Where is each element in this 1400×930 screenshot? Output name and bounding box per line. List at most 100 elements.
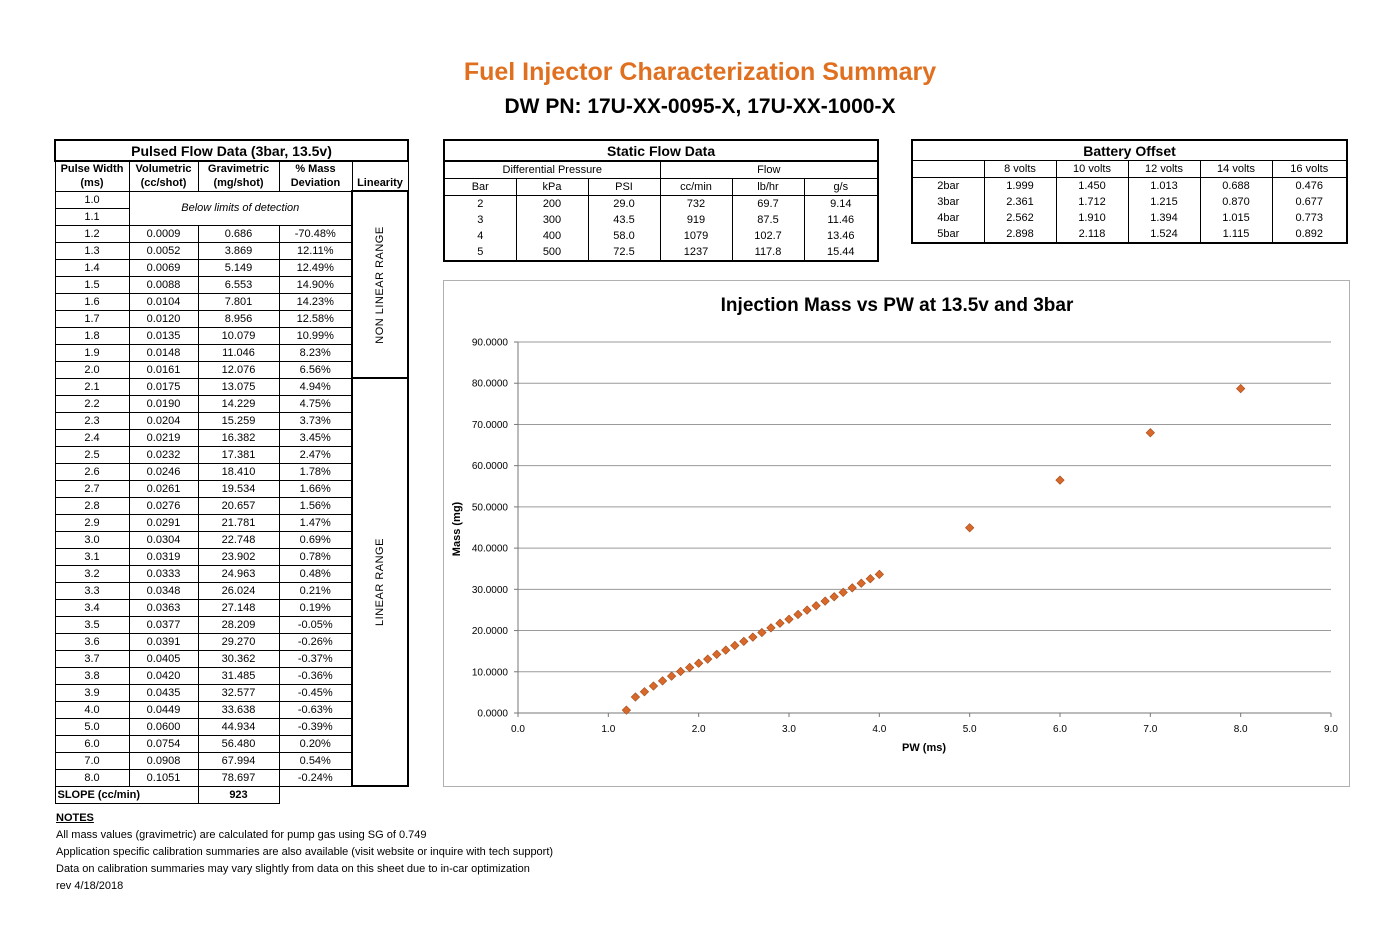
- empty-cell: [279, 786, 408, 803]
- col-header: 16 volts: [1271, 160, 1348, 178]
- volumetric-cell: 0.0319: [128, 547, 199, 566]
- table-cell: 11.46: [803, 212, 879, 228]
- table-cell: 200: [515, 195, 589, 212]
- col-header: % Mass: [278, 160, 353, 176]
- volumetric-cell: 0.0420: [128, 666, 199, 685]
- volumetric-cell: 0.0377: [128, 615, 199, 634]
- pulse-width-cell: 2.9: [54, 513, 130, 532]
- col-header: Bar: [443, 178, 517, 196]
- deviation-cell: 1.78%: [278, 462, 353, 481]
- table-cell: 3: [443, 212, 517, 228]
- data-point: [874, 569, 884, 579]
- deviation-cell: -70.48%: [278, 224, 353, 243]
- gravimetric-cell: 3.869: [197, 241, 280, 260]
- gravimetric-cell: 24.963: [197, 564, 280, 583]
- deviation-cell: 10.99%: [278, 326, 353, 345]
- table-cell: 1.910: [1055, 210, 1129, 226]
- data-point: [847, 583, 857, 593]
- table-row: 1.4 0.0069 5.149 12.49%: [54, 258, 408, 277]
- data-point: [630, 692, 641, 702]
- col-header: Volumetric: [128, 160, 199, 176]
- pulse-width-cell: 1.1: [54, 207, 130, 226]
- table-cell: 2: [443, 195, 517, 212]
- table-cell: 2.562: [983, 210, 1057, 226]
- table-row: 2.1 0.0175 13.075 4.94% LINEAR RANGE: [54, 377, 410, 787]
- pulse-width-cell: 3.7: [54, 649, 130, 668]
- pulse-width-cell: 2.3: [54, 411, 130, 430]
- table-cell: 400: [515, 228, 589, 244]
- table-cell: 500: [515, 244, 589, 262]
- x-tick-label: 3.0: [782, 724, 796, 735]
- table-cell: 1.013: [1127, 177, 1201, 194]
- pulse-width-cell: 1.4: [54, 258, 130, 277]
- pulse-width-cell: 1.3: [54, 241, 130, 260]
- table-cell: 2.898: [983, 226, 1057, 243]
- table-row: 3.0 0.0304 22.748 0.69%: [54, 530, 408, 549]
- gravimetric-cell: 27.148: [197, 598, 280, 617]
- pulse-width-cell: 3.3: [54, 581, 130, 600]
- data-point: [1055, 475, 1065, 485]
- gravimetric-cell: 23.902: [197, 547, 280, 566]
- table-row: 1.5 0.0088 6.553 14.90%: [54, 275, 408, 294]
- y-tick-label: 50.0000: [472, 502, 509, 513]
- table-row: 1.0 Below limits of detection NON LINEAR R…: [54, 190, 410, 379]
- volumetric-cell: 0.0204: [128, 411, 199, 430]
- table-row: 5bar 2.898 2.118 1.524 1.115 0.892: [911, 226, 1348, 243]
- chart-canvas: Injection Mass vs PW at 13.5v and 3bar 0…: [451, 295, 1338, 754]
- deviation-cell: 3.45%: [278, 428, 353, 447]
- pulse-width-cell: 1.0: [54, 190, 130, 209]
- table-cell: 2.361: [983, 194, 1057, 210]
- deviation-cell: 12.58%: [278, 309, 353, 328]
- gravimetric-cell: 15.259: [197, 411, 280, 430]
- pulse-width-cell: 2.2: [54, 394, 130, 413]
- pulse-width-cell: 1.7: [54, 309, 130, 328]
- y-tick-label: 60.0000: [472, 461, 509, 472]
- slope-row: SLOPE (cc/min) 923: [54, 785, 408, 804]
- notes-section: NOTES All mass values (gravimetric) are …: [56, 810, 553, 895]
- data-point: [775, 618, 785, 628]
- table-cell: 1.394: [1127, 210, 1201, 226]
- deviation-cell: 12.11%: [278, 241, 353, 260]
- table-row: 2.0 0.0161 12.076 6.56%: [54, 360, 408, 379]
- col-header: (mg/shot): [197, 176, 280, 192]
- col-header: cc/min: [659, 178, 733, 196]
- table-cell: 4: [443, 228, 517, 244]
- volumetric-cell: 0.1051: [128, 768, 199, 787]
- col-header: Gravimetric: [197, 160, 280, 176]
- data-point: [784, 614, 794, 624]
- col-header: 10 volts: [1055, 160, 1129, 178]
- table-cell: 0.773: [1271, 210, 1348, 226]
- table-row: 2bar 1.999 1.450 1.013 0.688 0.476: [911, 177, 1348, 194]
- volumetric-cell: 0.0161: [128, 360, 199, 379]
- table-cell: 1.999: [983, 177, 1057, 194]
- deviation-cell: 2.47%: [278, 445, 353, 464]
- table-row: 3bar 2.361 1.712 1.215 0.870 0.677: [911, 194, 1348, 210]
- y-tick-label: 10.0000: [472, 667, 509, 678]
- volumetric-cell: 0.0088: [128, 275, 199, 294]
- table-cell: 1079: [659, 228, 733, 244]
- deviation-cell: -0.39%: [278, 717, 353, 736]
- deviation-cell: 4.75%: [278, 394, 353, 413]
- chart-title: Injection Mass vs PW at 13.5v and 3bar: [721, 295, 1074, 316]
- table-cell: 0.688: [1199, 177, 1273, 194]
- data-point: [666, 671, 677, 681]
- data-point: [657, 676, 668, 686]
- gravimetric-cell: 26.024: [197, 581, 280, 600]
- y-tick-label: 80.0000: [472, 379, 509, 390]
- pulse-width-cell: 8.0: [54, 768, 130, 787]
- x-tick-label: 0.0: [511, 724, 525, 735]
- volumetric-cell: 0.0754: [128, 734, 199, 753]
- deviation-cell: -0.26%: [278, 632, 353, 651]
- pulse-width-cell: 2.6: [54, 462, 130, 481]
- linear-range-cell: LINEAR RANGE: [350, 377, 410, 787]
- data-points: [621, 383, 1246, 715]
- gravimetric-cell: 13.075: [197, 377, 280, 396]
- deviation-cell: -0.05%: [278, 615, 353, 634]
- deviation-cell: 0.21%: [278, 581, 353, 600]
- y-tick-label: 30.0000: [472, 585, 509, 596]
- y-tick-label: 40.0000: [472, 544, 509, 555]
- table-cell: 15.44: [803, 244, 879, 262]
- table-row: 1.6 0.0104 7.801 14.23%: [54, 292, 408, 311]
- col-header: 14 volts: [1199, 160, 1273, 178]
- data-point: [703, 654, 713, 664]
